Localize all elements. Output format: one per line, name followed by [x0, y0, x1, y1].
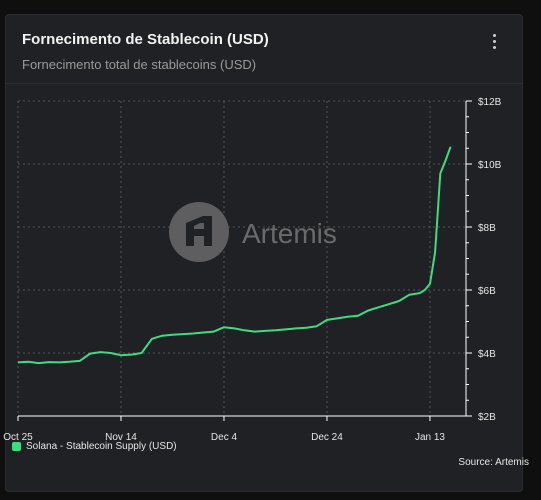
- series-line: [17, 146, 452, 365]
- series-layer: [17, 146, 452, 365]
- artemis-watermark: Artemis: [169, 202, 337, 262]
- artemis-logo-mark: [186, 216, 212, 246]
- chart-subtitle: Fornecimento total de stablecoins (USD): [22, 57, 257, 72]
- legend[interactable]: Solana - Stablecoin Supply (USD): [12, 441, 177, 452]
- y-tick-label: $12B: [478, 97, 502, 108]
- source-credit: Source: Artemis: [458, 457, 529, 468]
- chart-title: Fornecimento de Stablecoin (USD): [22, 31, 269, 48]
- grid-lines: [17, 100, 466, 417]
- menu-dot: [492, 33, 496, 37]
- x-tick-label: Oct 25: [3, 432, 33, 443]
- more-vertical-icon[interactable]: [482, 29, 506, 53]
- menu-dot: [492, 45, 496, 49]
- legend-label: Solana - Stablecoin Supply (USD): [26, 441, 177, 452]
- y-tick-label: $10B: [478, 160, 502, 171]
- menu-dot: [492, 39, 496, 43]
- y-tick-label: $2B: [478, 412, 496, 423]
- x-tick-label: Jan 13: [415, 432, 445, 443]
- axes: Oct 25 Nov 14 Dec 4 Dec 24 Jan 13 $2B $4B $6B $8…: [3, 97, 501, 443]
- header-divider: [6, 83, 522, 84]
- x-tick-label: Nov 14: [105, 432, 137, 443]
- x-tick-label: Dec 24: [311, 432, 343, 443]
- y-tick-label: $8B: [478, 223, 496, 234]
- x-tick-label: Dec 4: [211, 432, 238, 443]
- y-tick-label: $4B: [478, 349, 496, 360]
- legend-swatch: [12, 442, 21, 451]
- y-tick-label: $6B: [478, 286, 496, 297]
- chart-card: Fornecimento de Stablecoin (USD) Forneci…: [5, 14, 523, 492]
- watermark-text: Artemis: [242, 218, 337, 249]
